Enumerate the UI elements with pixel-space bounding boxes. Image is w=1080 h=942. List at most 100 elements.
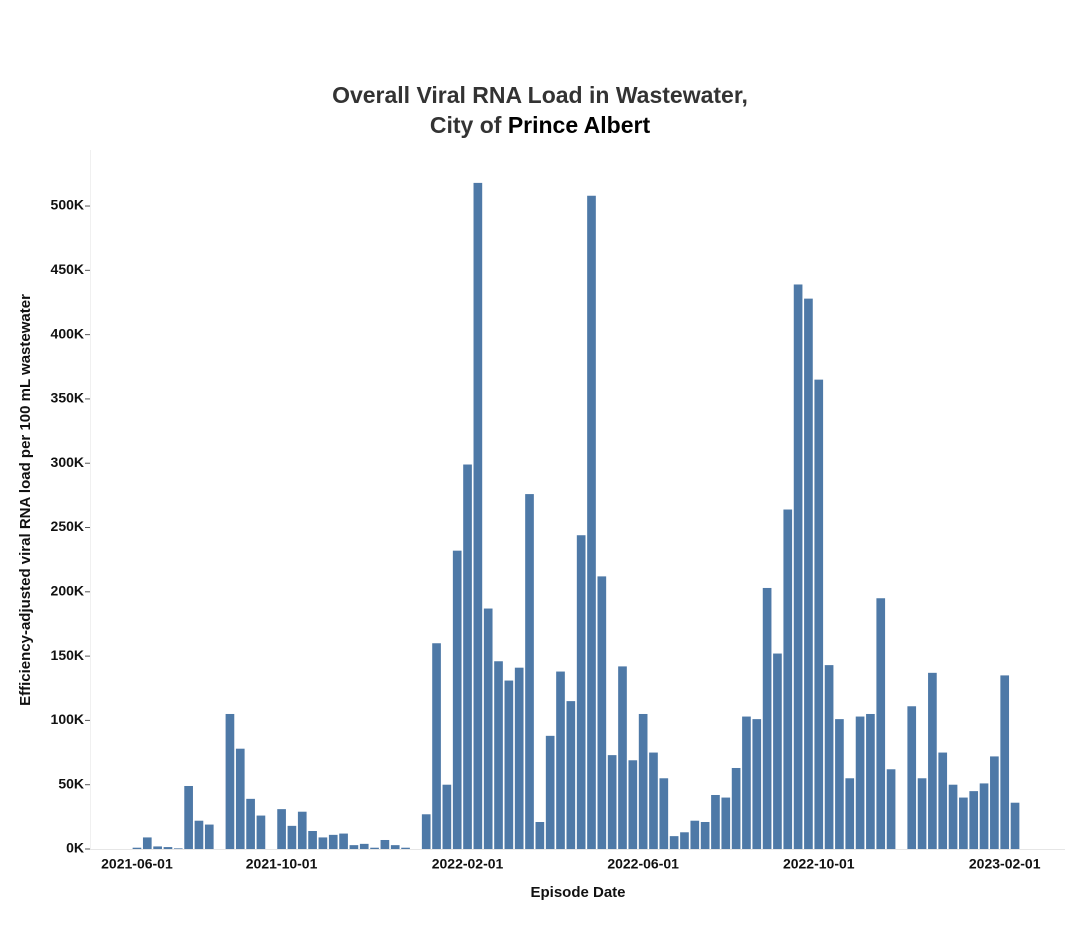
bar — [638, 713, 648, 849]
bar — [959, 797, 968, 849]
bar — [483, 608, 493, 849]
bar — [742, 716, 751, 849]
bar — [762, 587, 772, 849]
bar — [855, 716, 865, 849]
bar — [731, 767, 741, 849]
bar — [246, 798, 255, 849]
y-tick-label: 300K — [51, 454, 84, 470]
bar — [349, 845, 359, 849]
bar — [184, 785, 193, 849]
y-tick-label: 450K — [51, 261, 84, 277]
x-tick-label: 2021-06-01 — [101, 856, 173, 872]
bar — [752, 719, 762, 849]
bar — [659, 778, 669, 849]
bar — [969, 791, 979, 849]
bar — [990, 756, 999, 849]
bar — [442, 784, 452, 849]
bar — [907, 706, 917, 849]
y-tick-label: 50K — [58, 775, 84, 791]
bar — [308, 830, 317, 849]
bar — [669, 836, 679, 849]
bar — [545, 735, 555, 849]
bar — [370, 847, 379, 849]
bar — [649, 752, 658, 849]
bar — [690, 820, 700, 849]
y-axis-label: Efficiency-adjusted viral RNA load per 1… — [17, 294, 34, 706]
y-tick-label: 500K — [51, 197, 84, 213]
bar — [194, 820, 204, 849]
chart-title: Overall Viral RNA Load in Wastewater, — [332, 82, 748, 108]
bar — [514, 667, 524, 849]
bar — [866, 713, 875, 849]
bar — [876, 598, 886, 849]
bar — [886, 769, 896, 849]
x-tick-label: 2023-02-01 — [969, 856, 1041, 872]
bar — [1010, 802, 1020, 849]
bar — [535, 821, 545, 849]
bar — [835, 719, 844, 849]
bar — [153, 846, 162, 849]
y-tick-label: 250K — [51, 518, 84, 534]
bar — [597, 576, 607, 849]
bar — [587, 195, 596, 849]
title-prefix: City of — [430, 112, 502, 138]
bar — [721, 797, 731, 849]
y-tick-label: 0K — [66, 840, 84, 856]
bar — [504, 680, 514, 849]
bar — [359, 843, 369, 849]
bar — [173, 848, 183, 849]
bar — [339, 833, 348, 849]
x-tick-label: 2022-10-01 — [783, 856, 855, 872]
x-tick-label: 2021-10-01 — [246, 856, 318, 872]
bar — [556, 671, 565, 849]
y-tick-label: 400K — [51, 325, 84, 341]
y-tick-label: 100K — [51, 711, 84, 727]
bar — [225, 713, 235, 849]
bar — [700, 821, 710, 849]
bar — [390, 845, 400, 849]
bar — [773, 653, 782, 849]
bar — [494, 661, 503, 849]
bar — [917, 778, 927, 849]
bar — [711, 794, 720, 849]
bar — [928, 672, 937, 849]
bar — [628, 760, 638, 849]
x-tick-label: 2022-06-01 — [607, 856, 679, 872]
bar — [277, 809, 286, 849]
bar — [328, 834, 338, 849]
y-tick-label: 350K — [51, 390, 84, 406]
bar — [452, 550, 462, 849]
bar — [163, 847, 173, 849]
bar — [783, 509, 793, 849]
bar — [618, 666, 627, 849]
bar — [576, 535, 586, 849]
bar — [525, 494, 534, 849]
bar — [814, 379, 824, 849]
bar — [256, 815, 266, 849]
bar — [432, 643, 441, 849]
bar — [204, 824, 214, 849]
bar — [845, 778, 855, 849]
bar — [235, 748, 245, 849]
bar — [979, 783, 989, 849]
y-tick-label: 150K — [51, 647, 84, 663]
bar — [287, 825, 297, 849]
bar — [297, 811, 307, 849]
y-tick-label: 200K — [51, 583, 84, 599]
bar — [421, 814, 431, 849]
bar — [566, 701, 576, 849]
bar — [380, 839, 390, 849]
chart-subtitle: City of Prince Albert — [430, 112, 651, 138]
title-city: Prince Albert — [508, 112, 651, 138]
bar — [142, 837, 152, 849]
bar — [401, 847, 410, 849]
bar — [793, 284, 803, 849]
bar — [948, 784, 958, 849]
bar — [680, 832, 689, 849]
bar — [463, 464, 472, 849]
x-axis-label: Episode Date — [530, 884, 625, 901]
x-tick-label: 2022-02-01 — [432, 856, 504, 872]
bar — [318, 837, 328, 849]
bar — [132, 847, 142, 849]
